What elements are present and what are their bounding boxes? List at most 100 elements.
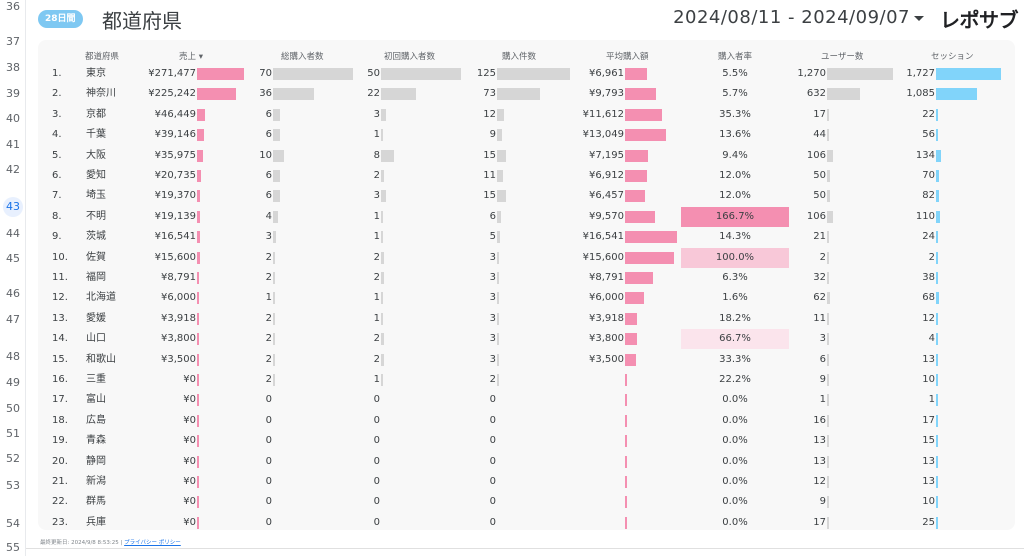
table-row[interactable]: 15. 和歌山 ¥3,500 2 2 3 ¥3,500 33.3% 6 13: [38, 350, 1015, 370]
sessions-value: 134: [915, 149, 935, 161]
first-buyers-bar: [381, 292, 383, 305]
col-header-orders[interactable]: 購入件数: [502, 52, 537, 62]
table-row[interactable]: 20. 静岡 ¥0 0 0 0 0.0% 13 13: [38, 452, 1015, 472]
row-index: 18.: [52, 414, 68, 426]
table-row[interactable]: 1. 東京 ¥271,477 70 50 125 ¥6,961 5.5% 1,270 1,727: [38, 64, 1015, 84]
avg-bar: [625, 108, 662, 121]
pref-name: 千葉: [86, 129, 106, 141]
total-buyers-value: 6: [265, 129, 272, 141]
chevron-down-icon[interactable]: [914, 16, 924, 21]
table-row[interactable]: 7. 埼玉 ¥19,370 6 3 15 ¥6,457 12.0% 50 82: [38, 186, 1015, 206]
table-row[interactable]: 8. 不明 ¥19,139 4 1 6 ¥9,570 166.7% 106 110: [38, 206, 1015, 227]
table-row[interactable]: 9. 茨城 ¥16,541 3 1 5 ¥16,541 14.3% 21 24: [38, 227, 1015, 247]
table-row[interactable]: 10. 佐賀 ¥15,600 2 2 3 ¥15,600 100.0% 2 2: [38, 247, 1015, 268]
avg-value: ¥16,541: [582, 231, 624, 243]
table-row[interactable]: 17. 富山 ¥0 0 0 0 0.0% 1 1: [38, 390, 1015, 410]
sales-value: ¥271,477: [148, 68, 196, 79]
sales-bar: [197, 516, 199, 529]
rate-value: 0.0%: [722, 455, 748, 467]
first-buyers-value: 1: [373, 312, 380, 324]
orders-bar: [497, 353, 499, 366]
total-buyers-value: 0: [265, 516, 272, 528]
table-row[interactable]: 14. 山口 ¥3,800 2 2 3 ¥3,800 66.7% 3 4: [38, 329, 1015, 350]
rate-value: 12.0%: [719, 190, 751, 202]
col-header-sales[interactable]: 売上 ▾: [179, 52, 203, 62]
table-row[interactable]: 4. 千葉 ¥39,146 6 1 9 ¥13,049 13.6% 44 56: [38, 125, 1015, 145]
table-row[interactable]: 23. 兵庫 ¥0 0 0 0 0.0% 17 25: [38, 513, 1015, 530]
avg-value: ¥6,961: [589, 68, 624, 79]
privacy-policy-link[interactable]: プライバシー ポリシー: [124, 540, 181, 546]
orders-bar: [497, 374, 499, 386]
line-number-gutter: 36 37 38 39 40 41 42 43 44 45 46 47 48 49 50 51 52 53 54 55: [0, 0, 26, 556]
avg-bar: [625, 516, 627, 529]
first-buyers-value: 1: [373, 374, 380, 385]
sales-value: ¥0: [183, 414, 196, 426]
pref-name: 広島: [86, 414, 106, 426]
row-index: 17.: [52, 394, 68, 406]
table-row[interactable]: 6. 愛知 ¥20,735 6 2 11 ¥6,912 12.0% 50 70: [38, 166, 1015, 186]
sessions-bar: [936, 333, 938, 346]
first-buyers-bar: [381, 210, 383, 223]
users-bar: [827, 414, 829, 427]
avg-bar: [625, 374, 627, 386]
total-buyers-bar: [273, 68, 353, 80]
total-buyers-value: 0: [265, 394, 272, 406]
line-number: 39: [6, 87, 20, 100]
users-value: 1: [819, 394, 826, 406]
col-header-sessions[interactable]: セッション: [931, 52, 974, 62]
col-header-avg[interactable]: 平均購入額: [606, 52, 649, 62]
col-header-first-buyers[interactable]: 初回購入者数: [384, 52, 436, 62]
total-buyers-value: 6: [265, 190, 272, 202]
avg-bar: [625, 210, 656, 223]
table-row[interactable]: 22. 群馬 ¥0 0 0 0 0.0% 9 10: [38, 492, 1015, 512]
col-header-total-buyers[interactable]: 総購入者数: [281, 52, 324, 62]
sessions-bar: [936, 190, 940, 203]
rate-value: 0.0%: [722, 435, 748, 447]
line-number: 36: [6, 0, 20, 13]
total-buyers-value: 36: [259, 88, 272, 100]
avg-value: [558, 390, 624, 410]
avg-value: ¥8,791: [589, 272, 624, 283]
orders-value: 0: [489, 394, 496, 406]
table-row[interactable]: 3. 京都 ¥46,449 6 3 12 ¥11,612 35.3% 17 22: [38, 105, 1015, 125]
sales-value: ¥15,600: [154, 251, 196, 263]
sales-value: ¥35,975: [154, 149, 196, 161]
rate-highlight: [681, 206, 789, 227]
row-index: 1.: [52, 68, 62, 79]
users-bar: [827, 190, 830, 203]
total-buyers-bar: [273, 210, 278, 223]
pref-name: 山口: [86, 333, 106, 345]
total-buyers-value: 2: [265, 353, 272, 365]
sessions-bar: [936, 68, 1001, 80]
sales-value: ¥0: [183, 516, 196, 528]
table-row[interactable]: 21. 新潟 ¥0 0 0 0 0.0% 12 13: [38, 472, 1015, 492]
total-buyers-bar: [273, 353, 276, 366]
first-buyers-bar: [381, 231, 383, 244]
table-row[interactable]: 13. 愛媛 ¥3,918 2 1 3 ¥3,918 18.2% 11 12: [38, 309, 1015, 329]
line-number: 47: [6, 313, 20, 326]
table-row[interactable]: 16. 三重 ¥0 2 1 2 22.2% 9 10: [38, 370, 1015, 390]
date-range-picker[interactable]: 2024/08/11 - 2024/09/07: [673, 7, 910, 28]
table-row[interactable]: 12. 北海道 ¥6,000 1 1 3 ¥6,000 1.6% 62 68: [38, 288, 1015, 308]
table-row[interactable]: 2. 神奈川 ¥225,242 36 22 73 ¥9,793 5.7% 632 1,085: [38, 84, 1015, 104]
rate-value: 14.3%: [719, 231, 751, 243]
rate-value: 12.0%: [719, 170, 751, 181]
sessions-value: 82: [922, 190, 935, 202]
table-row[interactable]: 5. 大阪 ¥35,975 10 8 15 ¥7,195 9.4% 106 134: [38, 146, 1015, 166]
sessions-value: 38: [922, 272, 935, 283]
col-header-users[interactable]: ユーザー数: [821, 52, 864, 62]
table-row[interactable]: 18. 広島 ¥0 0 0 0 0.0% 16 17: [38, 411, 1015, 431]
sales-value: ¥8,791: [161, 272, 196, 283]
sales-bar: [197, 435, 199, 448]
table-row[interactable]: 19. 青森 ¥0 0 0 0 0.0% 13 15: [38, 431, 1015, 451]
col-header-rate[interactable]: 購入者率: [718, 52, 753, 62]
total-buyers-value: 10: [259, 149, 272, 161]
sales-value: ¥46,449: [154, 108, 196, 120]
total-buyers-value: 6: [265, 108, 272, 120]
pref-name: 青森: [86, 435, 106, 447]
col-header-pref[interactable]: 都道府県: [85, 52, 120, 62]
total-buyers-value: 2: [265, 374, 272, 385]
row-index: 9.: [52, 231, 62, 243]
report-header: 28日間 都道府県 2024/08/11 - 2024/09/07 レポサブ: [38, 4, 1019, 34]
table-row[interactable]: 11. 福岡 ¥8,791 2 2 3 ¥8,791 6.3% 32 38: [38, 268, 1015, 288]
